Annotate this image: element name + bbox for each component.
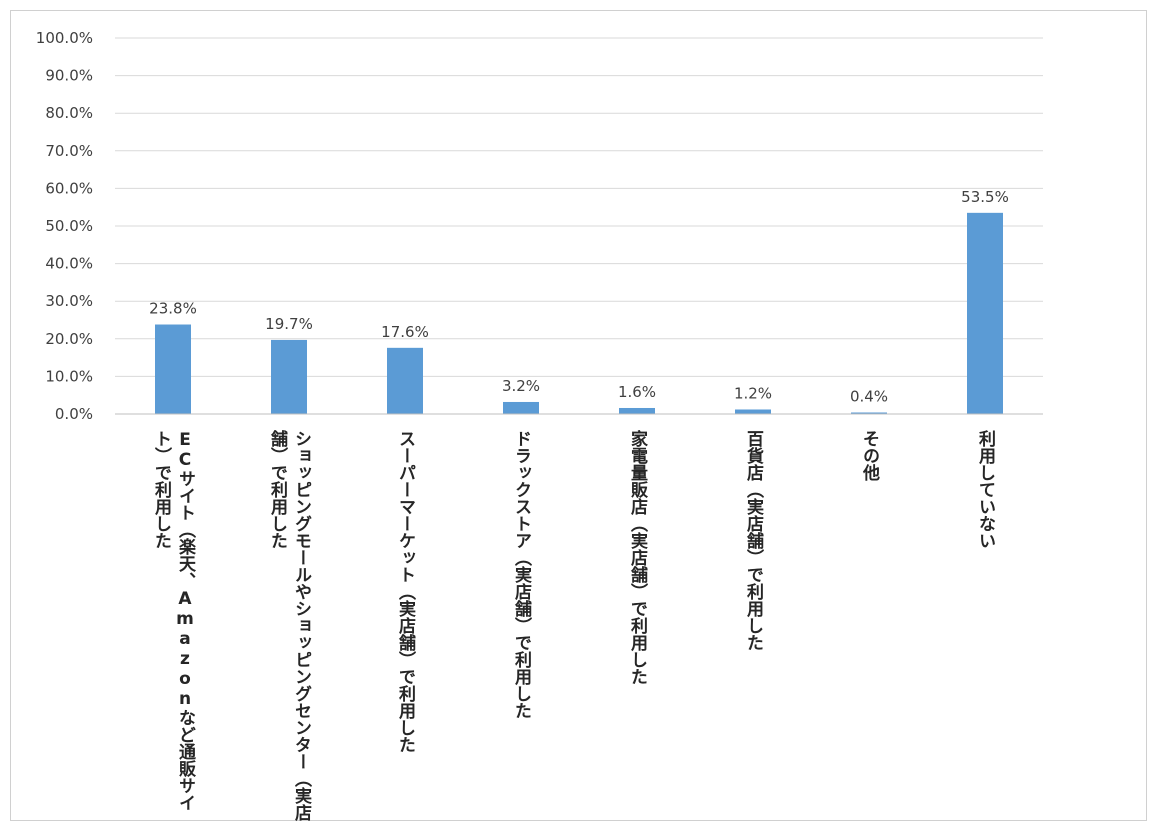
y-tick-label: 20.0% (45, 330, 93, 348)
bar (967, 212, 1003, 414)
category-label: ドラックストア（実店舗）で利用した (511, 430, 531, 719)
category-label: その他 (859, 430, 879, 481)
bar (735, 409, 771, 414)
data-label: 0.4% (850, 387, 888, 405)
category-label: 百貨店（実店舗）で利用した (743, 430, 763, 651)
bar (619, 407, 655, 414)
y-tick-label: 0.0% (55, 405, 93, 423)
data-label: 53.5% (961, 188, 1009, 206)
bar (387, 347, 423, 414)
chart-frame (10, 10, 1147, 821)
y-tick-label: 100.0% (36, 29, 93, 47)
y-tick-label: 80.0% (45, 104, 93, 122)
category-label: スーパーマーケット（実店舗）で利用した (395, 430, 415, 753)
category-label: ショッピングモールやショッピングセンター（実店舗）で利用した (267, 430, 311, 821)
y-tick-label: 50.0% (45, 217, 93, 235)
data-label: 19.7% (265, 315, 313, 333)
category-label: ECサイト（楽天、Amazonなど通販サイト）で利用した (151, 430, 195, 811)
data-label: 1.2% (734, 384, 772, 402)
category-label: 利用していない (975, 430, 995, 549)
y-tick-label: 10.0% (45, 367, 93, 385)
data-label: 3.2% (502, 377, 540, 395)
y-tick-label: 70.0% (45, 142, 93, 160)
category-label: 家電量販店（実店舗）で利用した (627, 430, 647, 685)
y-tick-label: 40.0% (45, 255, 93, 273)
y-tick-label: 90.0% (45, 67, 93, 85)
data-label: 17.6% (381, 323, 429, 341)
y-tick-label: 60.0% (45, 179, 93, 197)
bar (155, 324, 191, 414)
data-label: 23.8% (149, 300, 197, 318)
bar (271, 339, 307, 414)
bar (503, 401, 539, 414)
data-label: 1.6% (618, 383, 656, 401)
y-tick-label: 30.0% (45, 292, 93, 310)
bar (851, 412, 887, 414)
